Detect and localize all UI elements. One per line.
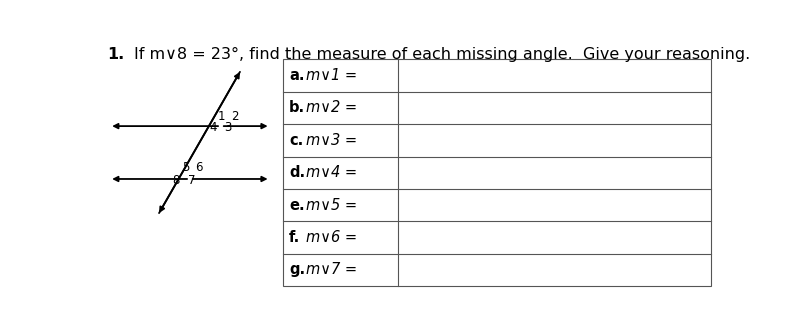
Text: g.: g. <box>289 262 306 277</box>
Text: m∨7 =: m∨7 = <box>306 262 358 277</box>
Text: m∨3 =: m∨3 = <box>306 133 358 148</box>
Text: d.: d. <box>289 165 306 180</box>
Text: 3: 3 <box>225 121 232 134</box>
Text: a.: a. <box>289 68 305 83</box>
Text: 6: 6 <box>195 161 203 174</box>
Text: m∨6 =: m∨6 = <box>306 230 358 245</box>
Text: 8: 8 <box>172 174 179 187</box>
Text: m∨1 =: m∨1 = <box>306 68 358 83</box>
Text: e.: e. <box>289 198 305 213</box>
Text: 7: 7 <box>188 174 195 187</box>
Text: c.: c. <box>289 133 303 148</box>
Text: 1.: 1. <box>107 47 125 62</box>
Text: m∨4 =: m∨4 = <box>306 165 358 180</box>
Text: If m∨8 = 23°, find the measure of each missing angle.  Give your reasoning.: If m∨8 = 23°, find the measure of each m… <box>134 47 750 62</box>
Text: m∨5 =: m∨5 = <box>306 198 358 213</box>
Text: 2: 2 <box>231 110 239 123</box>
Text: f.: f. <box>289 230 300 245</box>
Bar <box>283 60 710 286</box>
Text: 4: 4 <box>210 121 218 134</box>
Text: 5: 5 <box>182 161 190 174</box>
Text: b.: b. <box>289 100 306 115</box>
Text: m∨2 =: m∨2 = <box>306 100 358 115</box>
Text: 1: 1 <box>218 110 226 123</box>
